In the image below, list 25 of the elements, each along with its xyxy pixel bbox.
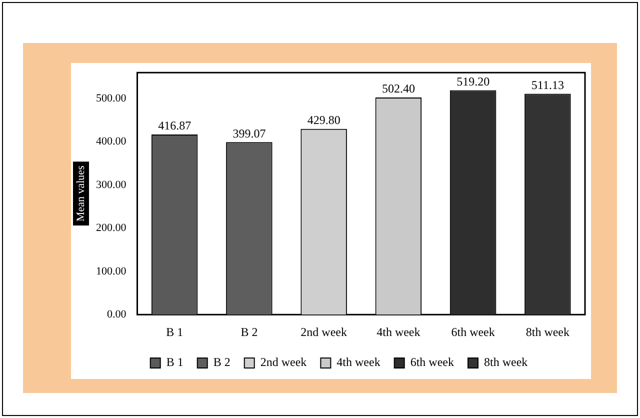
x-tick-label: 2nd week	[300, 324, 347, 339]
legend-label: B 1	[166, 355, 184, 370]
x-tick-label: B 2	[240, 324, 258, 339]
y-tick-label: 200.00	[96, 222, 127, 234]
y-tick-label: 300.00	[96, 178, 127, 191]
y-axis-title: Mean values	[74, 166, 87, 222]
x-tick-label: B 1	[166, 324, 184, 339]
x-tick-label: 8th week	[526, 324, 570, 339]
y-tick-label: 100.00	[96, 265, 127, 278]
data-label: 429.80	[307, 113, 340, 128]
legend-label: 2nd week	[260, 355, 307, 370]
legend-label: 4th week	[336, 355, 380, 370]
y-tick-label: 500.00	[96, 92, 127, 104]
data-label: 502.40	[382, 82, 415, 96]
data-label: 511.13	[531, 78, 564, 92]
data-label: 519.20	[456, 74, 490, 88]
legend-label: 6th week	[410, 355, 454, 370]
y-tick-label: 0.00	[107, 308, 127, 320]
legend-label: B 2	[213, 355, 230, 370]
data-label: 399.07	[232, 126, 266, 140]
data-label: 416.87	[158, 118, 192, 133]
legend-label: 8th week	[484, 355, 528, 370]
x-tick-label: 4th week	[376, 324, 420, 339]
x-tick-label: 6th week	[451, 324, 495, 339]
y-tick-label: 400.00	[96, 136, 127, 148]
